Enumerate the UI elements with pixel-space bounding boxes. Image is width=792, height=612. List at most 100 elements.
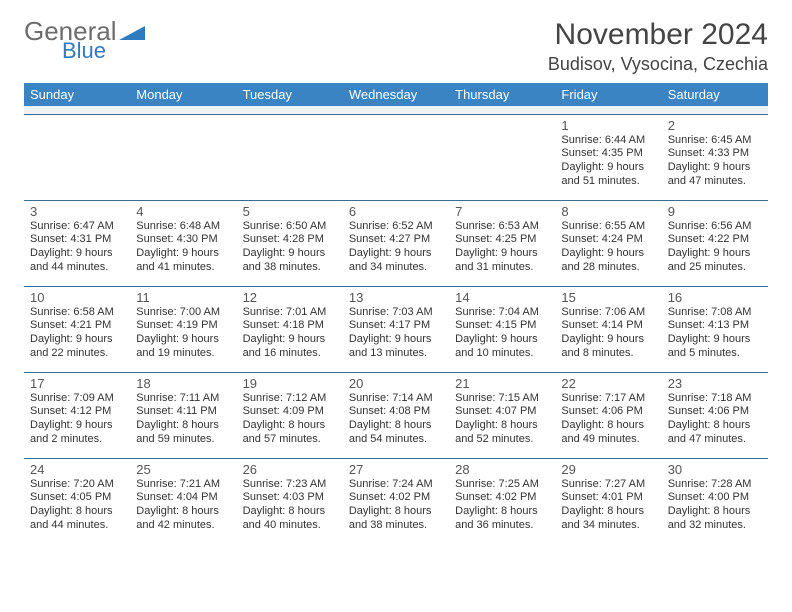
sunrise-line: Sunrise: 7:23 AM [243,478,337,492]
daylight-line: Daylight: 9 hours and 51 minutes. [561,161,655,189]
day-info: Sunrise: 6:56 AMSunset: 4:22 PMDaylight:… [668,220,762,275]
sunrise-line: Sunrise: 7:24 AM [349,478,443,492]
day-number: 22 [561,376,655,391]
day-info: Sunrise: 7:12 AMSunset: 4:09 PMDaylight:… [243,392,337,447]
calendar-week-row: 17Sunrise: 7:09 AMSunset: 4:12 PMDayligh… [24,372,768,458]
calendar-cell: 14Sunrise: 7:04 AMSunset: 4:15 PMDayligh… [449,286,555,372]
day-info: Sunrise: 7:08 AMSunset: 4:13 PMDaylight:… [668,306,762,361]
sunset-line: Sunset: 4:04 PM [136,491,230,505]
sunset-line: Sunset: 4:33 PM [668,147,762,161]
sunset-line: Sunset: 4:31 PM [30,233,124,247]
daylight-line: Daylight: 9 hours and 25 minutes. [668,247,762,275]
sunrise-line: Sunrise: 6:45 AM [668,134,762,148]
calendar-cell: 5Sunrise: 6:50 AMSunset: 4:28 PMDaylight… [237,200,343,286]
day-header: Tuesday [237,83,343,106]
day-number: 21 [455,376,549,391]
sunrise-line: Sunrise: 7:20 AM [30,478,124,492]
calendar-cell: 10Sunrise: 6:58 AMSunset: 4:21 PMDayligh… [24,286,130,372]
day-number: 20 [349,376,443,391]
calendar-cell: 9Sunrise: 6:56 AMSunset: 4:22 PMDaylight… [662,200,768,286]
daylight-line: Daylight: 9 hours and 19 minutes. [136,333,230,361]
sunrise-line: Sunrise: 6:44 AM [561,134,655,148]
daylight-line: Daylight: 9 hours and 28 minutes. [561,247,655,275]
sunset-line: Sunset: 4:35 PM [561,147,655,161]
day-number: 12 [243,290,337,305]
sunset-line: Sunset: 4:18 PM [243,319,337,333]
day-number: 4 [136,204,230,219]
calendar-body: 1Sunrise: 6:44 AMSunset: 4:35 PMDaylight… [24,106,768,544]
calendar-cell [343,114,449,200]
sunrise-line: Sunrise: 6:55 AM [561,220,655,234]
calendar-week-row: 10Sunrise: 6:58 AMSunset: 4:21 PMDayligh… [24,286,768,372]
day-number: 23 [668,376,762,391]
calendar-cell: 1Sunrise: 6:44 AMSunset: 4:35 PMDaylight… [555,114,661,200]
calendar-cell [449,114,555,200]
day-header: Wednesday [343,83,449,106]
sunset-line: Sunset: 4:22 PM [668,233,762,247]
day-number: 7 [455,204,549,219]
title-block: November 2024 Budisov, Vysocina, Czechia [548,18,768,75]
day-info: Sunrise: 7:20 AMSunset: 4:05 PMDaylight:… [30,478,124,533]
day-info: Sunrise: 6:45 AMSunset: 4:33 PMDaylight:… [668,134,762,189]
sunrise-line: Sunrise: 7:12 AM [243,392,337,406]
day-number: 18 [136,376,230,391]
sunset-line: Sunset: 4:08 PM [349,405,443,419]
sunset-line: Sunset: 4:21 PM [30,319,124,333]
day-info: Sunrise: 7:15 AMSunset: 4:07 PMDaylight:… [455,392,549,447]
day-info: Sunrise: 6:53 AMSunset: 4:25 PMDaylight:… [455,220,549,275]
day-info: Sunrise: 6:58 AMSunset: 4:21 PMDaylight:… [30,306,124,361]
calendar-cell: 16Sunrise: 7:08 AMSunset: 4:13 PMDayligh… [662,286,768,372]
day-number: 6 [349,204,443,219]
sunset-line: Sunset: 4:19 PM [136,319,230,333]
calendar-cell: 18Sunrise: 7:11 AMSunset: 4:11 PMDayligh… [130,372,236,458]
day-info: Sunrise: 7:14 AMSunset: 4:08 PMDaylight:… [349,392,443,447]
day-number: 2 [668,118,762,133]
calendar-header-row: SundayMondayTuesdayWednesdayThursdayFrid… [24,83,768,106]
sunrise-line: Sunrise: 7:18 AM [668,392,762,406]
daylight-line: Daylight: 9 hours and 13 minutes. [349,333,443,361]
sunset-line: Sunset: 4:00 PM [668,491,762,505]
calendar-cell: 7Sunrise: 6:53 AMSunset: 4:25 PMDaylight… [449,200,555,286]
sunrise-line: Sunrise: 7:15 AM [455,392,549,406]
day-info: Sunrise: 7:17 AMSunset: 4:06 PMDaylight:… [561,392,655,447]
sunrise-line: Sunrise: 7:03 AM [349,306,443,320]
sunrise-line: Sunrise: 6:48 AM [136,220,230,234]
daylight-line: Daylight: 8 hours and 54 minutes. [349,419,443,447]
spacer-row [24,106,768,114]
daylight-line: Daylight: 9 hours and 16 minutes. [243,333,337,361]
day-info: Sunrise: 7:28 AMSunset: 4:00 PMDaylight:… [668,478,762,533]
day-header: Saturday [662,83,768,106]
sunrise-line: Sunrise: 7:17 AM [561,392,655,406]
calendar-cell: 30Sunrise: 7:28 AMSunset: 4:00 PMDayligh… [662,458,768,544]
sunrise-line: Sunrise: 7:06 AM [561,306,655,320]
sunset-line: Sunset: 4:11 PM [136,405,230,419]
day-number: 30 [668,462,762,477]
sunset-line: Sunset: 4:25 PM [455,233,549,247]
day-number: 19 [243,376,337,391]
day-info: Sunrise: 7:18 AMSunset: 4:06 PMDaylight:… [668,392,762,447]
day-number: 25 [136,462,230,477]
header: General Blue November 2024 Budisov, Vyso… [24,18,768,75]
calendar-cell: 20Sunrise: 7:14 AMSunset: 4:08 PMDayligh… [343,372,449,458]
day-number: 14 [455,290,549,305]
day-number: 16 [668,290,762,305]
daylight-line: Daylight: 8 hours and 59 minutes. [136,419,230,447]
day-info: Sunrise: 7:24 AMSunset: 4:02 PMDaylight:… [349,478,443,533]
sunset-line: Sunset: 4:03 PM [243,491,337,505]
day-info: Sunrise: 6:52 AMSunset: 4:27 PMDaylight:… [349,220,443,275]
daylight-line: Daylight: 9 hours and 34 minutes. [349,247,443,275]
calendar-cell: 22Sunrise: 7:17 AMSunset: 4:06 PMDayligh… [555,372,661,458]
day-info: Sunrise: 7:21 AMSunset: 4:04 PMDaylight:… [136,478,230,533]
daylight-line: Daylight: 9 hours and 38 minutes. [243,247,337,275]
sunrise-line: Sunrise: 7:08 AM [668,306,762,320]
sunrise-line: Sunrise: 7:09 AM [30,392,124,406]
calendar-cell: 2Sunrise: 6:45 AMSunset: 4:33 PMDaylight… [662,114,768,200]
daylight-line: Daylight: 9 hours and 8 minutes. [561,333,655,361]
day-number: 8 [561,204,655,219]
logo-text-blue: Blue [62,40,106,62]
daylight-line: Daylight: 8 hours and 44 minutes. [30,505,124,533]
calendar-cell: 28Sunrise: 7:25 AMSunset: 4:02 PMDayligh… [449,458,555,544]
day-info: Sunrise: 6:44 AMSunset: 4:35 PMDaylight:… [561,134,655,189]
sunset-line: Sunset: 4:02 PM [349,491,443,505]
day-number: 3 [30,204,124,219]
